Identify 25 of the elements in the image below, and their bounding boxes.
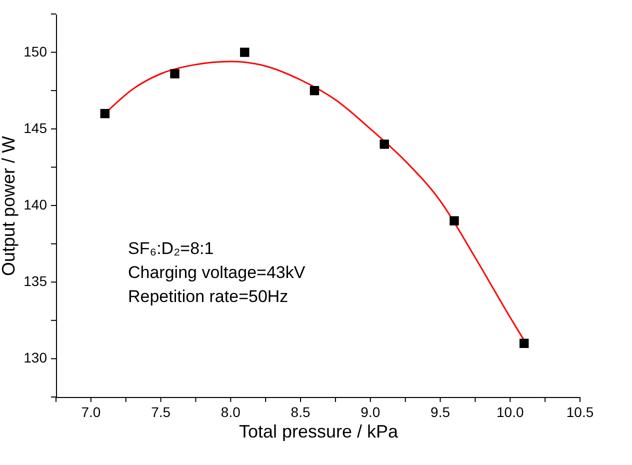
- y-tick-label: 145: [24, 120, 48, 136]
- point: [240, 48, 250, 57]
- annotation: Charging voltage=43kV: [128, 263, 306, 282]
- x-tick-label: 10.5: [566, 404, 594, 420]
- point: [100, 108, 110, 118]
- point: [450, 216, 459, 226]
- x-tick-label: 9.5: [430, 404, 450, 420]
- x-tick-label: 7.5: [151, 404, 171, 420]
- y-tick-label: 135: [24, 273, 48, 290]
- y-tick-label: 140: [24, 196, 48, 212]
- x-tick-label: 8.0: [220, 404, 241, 420]
- x-axis-title: Total pressure / kPa: [238, 422, 400, 442]
- annotation: SF₆:D₂=8:1: [128, 239, 214, 258]
- point: [310, 86, 320, 96]
- x-tick-label: 8.5: [290, 404, 310, 420]
- y-tick-label: 150: [24, 43, 48, 60]
- point: [380, 140, 389, 149]
- y-axis-title: Output power / W: [0, 136, 18, 276]
- y-tick-label: 130: [24, 350, 48, 366]
- x-tick-label: 10.0: [496, 404, 524, 420]
- point: [519, 338, 529, 348]
- annotation: Repetition rate=50Hz: [128, 287, 288, 306]
- point: [170, 69, 180, 78]
- x-tick-label: 7.0: [81, 404, 101, 420]
- x-tick-label: 9.0: [360, 404, 380, 420]
